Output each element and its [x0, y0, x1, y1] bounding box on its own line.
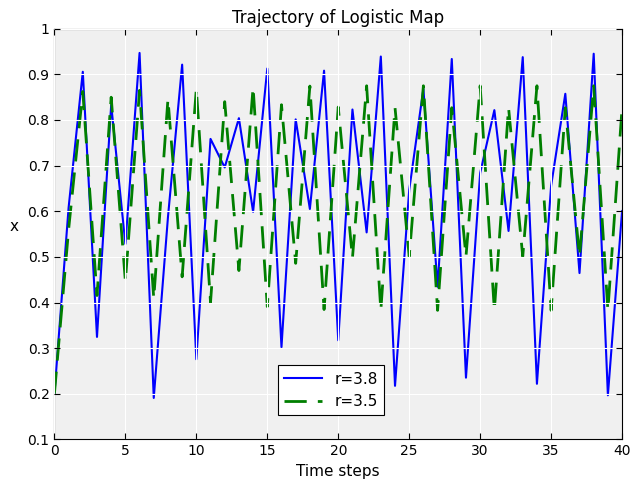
r=3.8: [490, 107, 498, 113]
r=3.8: [235, 115, 243, 121]
r=3.5: [490, 307, 498, 313]
r=3.5: [264, 304, 271, 309]
r=3.5: [292, 261, 300, 266]
r=3.5: [448, 105, 456, 111]
X-axis label: Time steps: Time steps: [296, 464, 380, 479]
r=3.8: [278, 344, 285, 350]
r=3.8: [306, 206, 314, 212]
r=3.8: [561, 91, 569, 97]
r=3.5: [363, 83, 371, 89]
r=3.8: [363, 229, 371, 235]
r=3.8: [207, 136, 214, 142]
r=3.8: [93, 334, 101, 340]
r=3.5: [235, 267, 243, 273]
r=3.8: [179, 61, 186, 67]
r=3.5: [249, 84, 257, 90]
Line: r=3.5: r=3.5: [54, 86, 622, 394]
r=3.8: [377, 54, 385, 60]
r=3.5: [320, 306, 328, 312]
r=3.8: [51, 391, 58, 397]
r=3.5: [405, 254, 413, 260]
r=3.5: [207, 300, 214, 305]
r=3.8: [462, 375, 470, 381]
r=3.8: [122, 241, 129, 247]
r=3.8: [108, 102, 115, 108]
r=3.8: [391, 383, 399, 389]
r=3.8: [519, 54, 527, 60]
r=3.8: [79, 69, 86, 75]
r=3.8: [604, 392, 612, 398]
r=3.8: [618, 208, 626, 214]
r=3.5: [604, 307, 612, 313]
r=3.8: [590, 51, 598, 57]
r=3.8: [434, 284, 442, 290]
r=3.5: [575, 254, 583, 260]
r=3.5: [164, 96, 172, 102]
r=3.5: [306, 83, 314, 89]
r=3.8: [533, 381, 541, 386]
r=3.8: [505, 228, 513, 234]
r=3.8: [420, 86, 428, 92]
r=3.8: [335, 337, 342, 343]
r=3.5: [618, 105, 626, 111]
Title: Trajectory of Logistic Map: Trajectory of Logistic Map: [232, 9, 444, 27]
r=3.5: [136, 87, 143, 93]
r=3.5: [122, 278, 129, 284]
r=3.5: [547, 307, 555, 313]
r=3.5: [65, 226, 72, 232]
r=3.5: [420, 83, 428, 89]
r=3.5: [505, 105, 513, 111]
r=3.5: [377, 307, 385, 313]
r=3.5: [533, 83, 541, 89]
Legend: r=3.8, r=3.5: r=3.8, r=3.5: [278, 366, 384, 415]
r=3.5: [462, 254, 470, 260]
r=3.8: [349, 106, 356, 112]
r=3.5: [278, 102, 285, 108]
r=3.8: [476, 170, 484, 176]
r=3.8: [320, 68, 328, 74]
r=3.5: [150, 296, 157, 302]
r=3.8: [292, 117, 300, 122]
r=3.8: [164, 214, 172, 220]
r=3.5: [519, 254, 527, 260]
r=3.5: [108, 94, 115, 100]
r=3.5: [391, 105, 399, 111]
r=3.8: [249, 209, 257, 215]
r=3.5: [93, 293, 101, 299]
r=3.5: [335, 104, 342, 110]
r=3.8: [547, 183, 555, 188]
Line: r=3.8: r=3.8: [54, 53, 622, 398]
r=3.5: [434, 307, 442, 313]
r=3.5: [193, 86, 200, 92]
r=3.5: [349, 255, 356, 261]
r=3.5: [51, 391, 58, 397]
r=3.8: [575, 270, 583, 276]
r=3.8: [65, 204, 72, 210]
r=3.5: [476, 83, 484, 89]
r=3.8: [221, 164, 228, 170]
r=3.8: [193, 356, 200, 362]
r=3.8: [405, 187, 413, 193]
r=3.5: [221, 99, 228, 104]
r=3.8: [150, 395, 157, 401]
r=3.5: [79, 89, 86, 95]
r=3.8: [264, 65, 271, 71]
r=3.8: [448, 56, 456, 62]
Y-axis label: x: x: [9, 219, 18, 234]
r=3.5: [179, 274, 186, 280]
r=3.8: [136, 50, 143, 56]
r=3.5: [561, 105, 569, 111]
r=3.5: [590, 83, 598, 89]
